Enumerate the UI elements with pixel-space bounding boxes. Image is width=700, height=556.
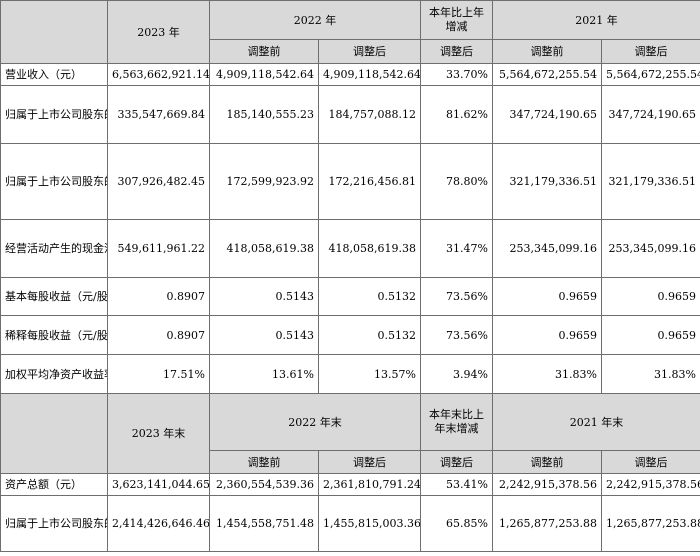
header-2023: 2023 年	[107, 0, 210, 64]
cell-change: 73.56%	[420, 277, 493, 316]
cell-2022-after: 1,455,815,003.36	[318, 495, 421, 552]
cell-2021-before: 1,265,877,253.88	[492, 495, 602, 552]
header-blank-cell	[0, 0, 108, 64]
cell-2021-after: 0.9659	[601, 277, 700, 316]
cell-2023: 307,926,482.45	[107, 143, 210, 220]
cell-2022-after: 0.5132	[318, 277, 421, 316]
header-2021: 2021 年	[492, 0, 700, 40]
cell-2022-before: 185,140,555.23	[209, 85, 319, 144]
cell-2021-after: 321,179,336.51	[601, 143, 700, 220]
header-row-adjust: 调整前 调整后 调整后 调整前 调整后	[1, 39, 700, 64]
header-2022-before: 调整前	[209, 450, 319, 474]
cell-2021-before: 0.9659	[492, 315, 602, 355]
cell-2021-before: 321,179,336.51	[492, 143, 602, 220]
cell-2022-before: 0.5143	[209, 315, 319, 355]
cell-change: 31.47%	[420, 219, 493, 278]
cell-2021-after: 1,265,877,253.88	[601, 495, 700, 552]
cell-2021-after: 347,724,190.65	[601, 85, 700, 144]
table-row: 经营活动产生的现金流量净额（元） 549,611,961.22 418,058,…	[0, 219, 700, 278]
cell-2021-before: 253,345,099.16	[492, 219, 602, 278]
cell-2021-after: 5,564,672,255.54	[601, 63, 700, 86]
table-row: 基本每股收益（元/股） 0.8907 0.5143 0.5132 73.56% …	[0, 277, 700, 316]
header-2022: 2022 年	[209, 0, 421, 40]
cell-2021-before: 5,564,672,255.54	[492, 63, 602, 86]
cell-2022-before: 13.61%	[209, 354, 319, 394]
cell-2022-after: 4,909,118,542.64	[318, 63, 421, 86]
header-row-adjust-end: 调整前 调整后 调整后 调整前 调整后	[1, 450, 700, 474]
cell-2023: 335,547,669.84	[107, 85, 210, 144]
header-change-after: 调整后	[420, 450, 493, 474]
cell-2021-after: 2,242,915,378.56	[601, 473, 700, 496]
table-row: 资产总额（元） 3,623,141,044.65 2,360,554,539.3…	[0, 473, 700, 496]
cell-2021-before: 347,724,190.65	[492, 85, 602, 144]
row-label-operating-cash-flow: 经营活动产生的现金流量净额（元）	[0, 219, 108, 278]
header-change-after: 调整后	[420, 39, 493, 64]
cell-2021-after: 31.83%	[601, 354, 700, 394]
cell-2021-after: 253,345,099.16	[601, 219, 700, 278]
cell-2022-after: 0.5132	[318, 315, 421, 355]
cell-2022-after: 172,216,456.81	[318, 143, 421, 220]
header-2021-after: 调整后	[601, 39, 700, 64]
table-row: 归属于上市公司股东的扣除非经常性损益的净利润（元） 307,926,482.45…	[0, 143, 700, 220]
header-row-years: 2023 年 2022 年 本年比上年增减 2021 年	[0, 0, 700, 64]
header-2022-after: 调整后	[318, 450, 421, 474]
row-label-roe: 加权平均净资产收益率	[0, 354, 108, 394]
cell-2022-after: 13.57%	[318, 354, 421, 394]
header-2021-end: 2021 年末	[492, 393, 700, 451]
row-label-diluted-eps: 稀释每股收益（元/股）	[0, 315, 108, 355]
row-label-net-assets: 归属于上市公司股东的净资产（元）	[0, 495, 108, 552]
header-2021-after: 调整后	[601, 450, 700, 474]
cell-2021-before: 2,242,915,378.56	[492, 473, 602, 496]
cell-2022-before: 172,599,923.92	[209, 143, 319, 220]
cell-2021-before: 31.83%	[492, 354, 602, 394]
cell-2022-after: 184,757,088.12	[318, 85, 421, 144]
cell-2023: 0.8907	[107, 315, 210, 355]
header-2022-end: 2022 年末	[209, 393, 421, 451]
cell-2023: 3,623,141,044.65	[107, 473, 210, 496]
header-change: 本年比上年增减	[420, 0, 493, 40]
cell-change: 33.70%	[420, 63, 493, 86]
cell-2022-before: 1,454,558,751.48	[209, 495, 319, 552]
table-row: 归属于上市公司股东的净资产（元） 2,414,426,646.46 1,454,…	[0, 495, 700, 552]
cell-2021-after: 0.9659	[601, 315, 700, 355]
cell-change: 65.85%	[420, 495, 493, 552]
header-2021-before: 调整前	[492, 450, 602, 474]
row-label-basic-eps: 基本每股收益（元/股）	[0, 277, 108, 316]
cell-2023: 0.8907	[107, 277, 210, 316]
table-row: 归属于上市公司股东的净利润（元） 335,547,669.84 185,140,…	[0, 85, 700, 144]
header-2022-after: 调整后	[318, 39, 421, 64]
cell-2023: 17.51%	[107, 354, 210, 394]
cell-2023: 549,611,961.22	[107, 219, 210, 278]
cell-2022-before: 2,360,554,539.36	[209, 473, 319, 496]
cell-change: 3.94%	[420, 354, 493, 394]
table-row: 营业收入（元） 6,563,662,921.14 4,909,118,542.6…	[0, 63, 700, 86]
header-blank-cell	[0, 393, 108, 474]
row-label-net-profit: 归属于上市公司股东的净利润（元）	[0, 85, 108, 144]
row-label-revenue: 营业收入（元）	[0, 63, 108, 86]
cell-2022-after: 418,058,619.38	[318, 219, 421, 278]
cell-change: 78.80%	[420, 143, 493, 220]
cell-2022-before: 4,909,118,542.64	[209, 63, 319, 86]
header-2023-end: 2023 年末	[107, 393, 210, 474]
cell-2022-after: 2,361,810,791.24	[318, 473, 421, 496]
cell-2023: 2,414,426,646.46	[107, 495, 210, 552]
table-row: 加权平均净资产收益率 17.51% 13.61% 13.57% 3.94% 31…	[0, 354, 700, 394]
cell-change: 73.56%	[420, 315, 493, 355]
cell-2023: 6,563,662,921.14	[107, 63, 210, 86]
cell-change: 53.41%	[420, 473, 493, 496]
row-label-deducted-net-profit: 归属于上市公司股东的扣除非经常性损益的净利润（元）	[0, 143, 108, 220]
cell-2021-before: 0.9659	[492, 277, 602, 316]
cell-2022-before: 418,058,619.38	[209, 219, 319, 278]
cell-change: 81.62%	[420, 85, 493, 144]
header-row-year-end: 2023 年末 2022 年末 本年末比上年末增减 2021 年末	[0, 393, 700, 474]
header-2021-before: 调整前	[492, 39, 602, 64]
cell-2022-before: 0.5143	[209, 277, 319, 316]
header-2022-before: 调整前	[209, 39, 319, 64]
table-row: 稀释每股收益（元/股） 0.8907 0.5143 0.5132 73.56% …	[0, 315, 700, 355]
row-label-total-assets: 资产总额（元）	[0, 473, 108, 496]
header-change-end: 本年末比上年末增减	[420, 393, 493, 451]
